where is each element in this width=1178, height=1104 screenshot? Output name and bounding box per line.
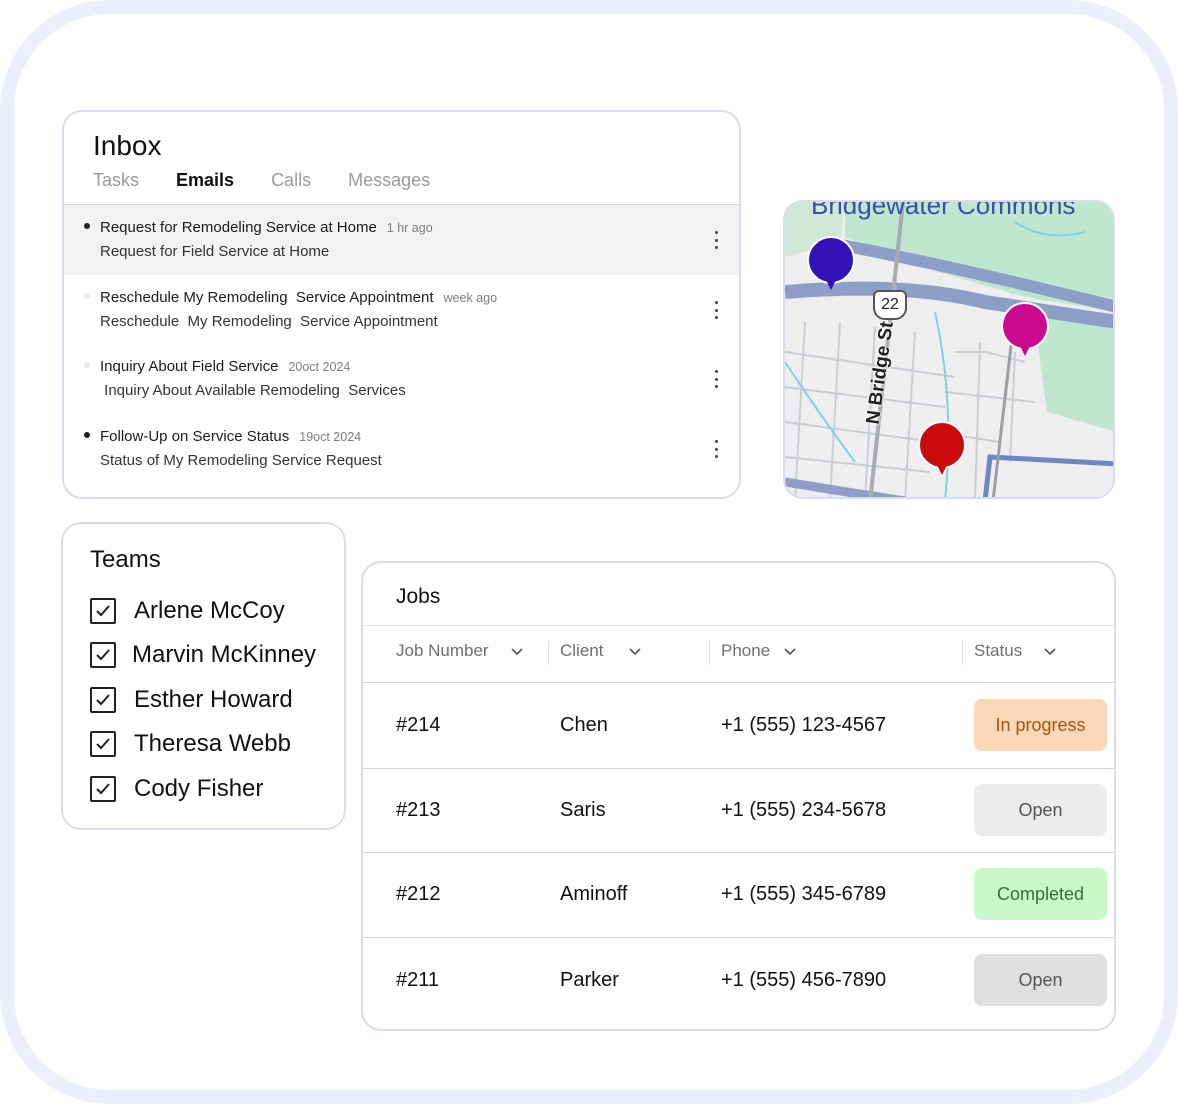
tab-tasks[interactable]: Tasks: [93, 170, 140, 190]
row-divider: [363, 852, 1114, 853]
column-divider: [962, 641, 963, 665]
team-member-checkbox[interactable]: Theresa Webb: [90, 729, 291, 759]
unread-dot: [84, 432, 90, 438]
checkbox-checked-icon[interactable]: [90, 687, 116, 713]
chevron-down-icon: [511, 641, 523, 661]
checkbox-checked-icon[interactable]: [90, 598, 116, 624]
team-member-name: Cody Fisher: [134, 775, 264, 802]
job-number-cell: #214: [396, 714, 441, 736]
column-header-job-number[interactable]: Job Number: [396, 641, 523, 661]
phone-cell: +1 (555) 345-6789: [721, 883, 887, 905]
tab-emails[interactable]: Emails: [176, 170, 235, 190]
client-cell: Parker: [560, 969, 619, 991]
tab-messages[interactable]: Messages: [348, 170, 431, 190]
inbox-divider: [64, 204, 739, 205]
status-badge[interactable]: Open: [974, 954, 1107, 1006]
jobs-divider: [363, 625, 1114, 626]
email-time: 20oct 2024: [288, 360, 351, 374]
status-badge[interactable]: In progress: [974, 699, 1107, 751]
checkbox-checked-icon[interactable]: [90, 776, 116, 802]
chevron-down-icon: [784, 641, 796, 661]
email-preview: Reschedule My Remodeling Service Appoint…: [100, 313, 438, 330]
status-badge[interactable]: Open: [974, 784, 1107, 836]
email-time: week ago: [443, 291, 498, 305]
table-row[interactable]: #211 Parker +1 (555) 456-7890 Open: [363, 938, 1114, 1023]
map-pin-blue-icon[interactable]: [807, 236, 855, 296]
read-dot: [84, 362, 90, 368]
column-header-label: Client: [560, 641, 604, 660]
phone-cell: +1 (555) 123-4567: [721, 714, 887, 736]
job-number-cell: #212: [396, 883, 441, 905]
team-member-name: Marvin McKinney: [132, 641, 317, 668]
phone-cell: +1 (555) 456-7890: [721, 969, 887, 991]
row-divider: [363, 937, 1114, 938]
email-item[interactable]: Reschedule My Remodeling Service Appoint…: [64, 275, 739, 345]
map-pin-red-icon[interactable]: [918, 421, 966, 481]
team-member-checkbox[interactable]: Esther Howard: [90, 685, 293, 715]
header-divider: [363, 682, 1114, 683]
client-cell: Chen: [560, 714, 608, 736]
chevron-down-icon: [629, 641, 642, 661]
column-divider: [548, 641, 549, 665]
column-header-phone[interactable]: Phone: [721, 641, 796, 661]
inbox-panel: Inbox Tasks Emails Calls Messages Reques…: [62, 110, 741, 499]
chevron-down-icon: [1044, 641, 1056, 661]
route-shield-number: 22: [881, 296, 899, 313]
map-panel[interactable]: Bridgewater Commons N Bridge St 22: [783, 200, 1115, 499]
team-member-checkbox[interactable]: Cody Fisher: [90, 774, 263, 804]
client-cell: Saris: [560, 799, 606, 821]
unread-dot: [84, 223, 90, 229]
team-member-checkbox[interactable]: Marvin McKinney: [90, 640, 316, 670]
row-divider: [363, 768, 1114, 769]
email-subject: Reschedule My Remodeling Service Appoint…: [100, 289, 434, 306]
checkbox-checked-icon[interactable]: [90, 642, 116, 668]
read-dot: [84, 293, 90, 299]
map-place-label: Bridgewater Commons: [811, 200, 1076, 220]
client-cell: Aminoff: [560, 883, 628, 905]
job-number-cell: #213: [396, 799, 441, 821]
more-options-icon[interactable]: [713, 440, 719, 458]
column-header-status[interactable]: Status: [974, 641, 1056, 661]
team-member-name: Arlene McCoy: [134, 597, 285, 624]
team-member-checkbox[interactable]: Arlene McCoy: [90, 596, 285, 626]
teams-title: Teams: [90, 546, 161, 573]
email-preview: Inquiry About Available Remodeling Servi…: [100, 382, 406, 399]
jobs-title: Jobs: [396, 585, 441, 608]
column-header-client[interactable]: Client: [560, 641, 642, 661]
status-badge[interactable]: Completed: [974, 868, 1107, 920]
column-header-label: Phone: [721, 641, 771, 660]
table-row[interactable]: #214 Chen +1 (555) 123-4567 In progress: [363, 683, 1114, 768]
email-preview: Status of My Remodeling Service Request: [100, 452, 382, 469]
email-item[interactable]: Request for Remodeling Service at Home 1 …: [64, 205, 739, 275]
route-shield-icon: 22: [873, 290, 907, 320]
column-divider: [709, 641, 710, 665]
column-header-label: Job Number: [396, 641, 489, 660]
email-subject: Request for Remodeling Service at Home: [100, 219, 377, 236]
table-row[interactable]: #212 Aminoff +1 (555) 345-6789 Completed: [363, 852, 1114, 937]
email-item[interactable]: Inquiry About Field Service 20oct 2024 In…: [64, 344, 739, 414]
more-options-icon[interactable]: [713, 301, 719, 319]
email-preview: Request for Field Service at Home: [100, 243, 330, 260]
email-subject: Inquiry About Field Service: [100, 358, 279, 375]
tab-calls[interactable]: Calls: [271, 170, 312, 190]
email-time: 1 hr ago: [386, 221, 433, 235]
teams-panel: Teams Arlene McCoy Marvin McKinney Esthe…: [61, 522, 346, 830]
table-row[interactable]: #213 Saris +1 (555) 234-5678 Open: [363, 768, 1114, 853]
email-subject: Follow-Up on Service Status: [100, 428, 290, 445]
checkbox-checked-icon[interactable]: [90, 731, 116, 757]
phone-cell: +1 (555) 234-5678: [721, 799, 887, 821]
map-pin-magenta-icon[interactable]: [1001, 302, 1049, 362]
email-time: 19oct 2024: [299, 430, 362, 444]
inbox-title: Inbox: [93, 130, 162, 161]
email-item[interactable]: Follow-Up on Service Status 19oct 2024 St…: [64, 414, 739, 484]
team-member-name: Esther Howard: [134, 686, 293, 713]
job-number-cell: #211: [396, 969, 440, 991]
jobs-panel: Jobs Job Number Client Phone Status #214…: [361, 561, 1116, 1031]
more-options-icon[interactable]: [713, 370, 719, 388]
inbox-tabs: Tasks Emails Calls Messages: [93, 170, 467, 191]
team-member-name: Theresa Webb: [134, 730, 291, 757]
more-options-icon[interactable]: [713, 231, 719, 249]
column-header-label: Status: [974, 641, 1023, 660]
